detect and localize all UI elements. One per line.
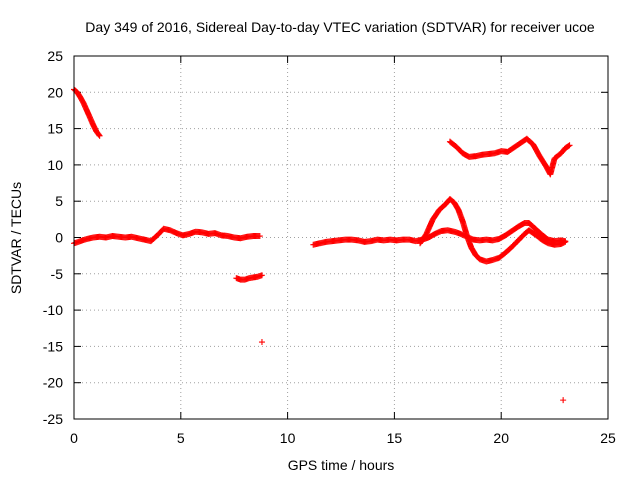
- y-tick-label: -20: [43, 375, 63, 391]
- x-tick-label: 25: [600, 430, 616, 446]
- x-tick-label: 5: [177, 430, 185, 446]
- x-axis-label: GPS time / hours: [288, 457, 395, 473]
- x-tick-label: 0: [70, 430, 78, 446]
- series-outlier-b: [560, 397, 567, 404]
- y-tick-label: 20: [47, 84, 63, 100]
- y-tick-label: -10: [43, 302, 63, 318]
- y-tick-label: 15: [47, 121, 63, 137]
- series-segment-early-decline: [71, 86, 103, 139]
- x-tick-label: 10: [280, 430, 296, 446]
- data-point: [258, 272, 265, 279]
- chart-title: Day 349 of 2016, Sidereal Day-to-day VTE…: [85, 19, 595, 35]
- y-tick-label: -25: [43, 411, 63, 427]
- x-tick-label: 20: [493, 430, 509, 446]
- data-point: [258, 339, 265, 346]
- data-point: [560, 397, 567, 404]
- data-point: [566, 142, 573, 149]
- data-point: [96, 132, 103, 139]
- grid-lines: [74, 56, 608, 419]
- series-segment-dip: [233, 272, 265, 283]
- y-axis-label: SDTVAR / TECUs: [8, 182, 24, 294]
- series-segment-midday: [310, 219, 569, 248]
- series-segment-hump: [417, 196, 569, 265]
- y-tick-label: 10: [47, 157, 63, 173]
- tick-labels: 0 5 10 15 20 25 -25 -20 -15 -10 -5 0 5 10 15 20 25: [43, 48, 616, 446]
- data-points: [71, 86, 573, 404]
- data-point-fill: [565, 142, 572, 149]
- x-tick-label: 15: [387, 430, 403, 446]
- y-tick-label: -15: [43, 338, 63, 354]
- data-point: [562, 238, 569, 245]
- data-point-fill: [95, 131, 102, 138]
- y-tick-label: 5: [55, 193, 63, 209]
- y-tick-label: 0: [55, 230, 63, 246]
- series-segment-upper-right: [446, 135, 573, 178]
- y-tick-label: 25: [47, 48, 63, 64]
- series-outlier-a: [258, 339, 265, 346]
- data-point: [256, 233, 263, 240]
- y-tick-label: -5: [51, 266, 64, 282]
- plot-frame: [73, 55, 609, 420]
